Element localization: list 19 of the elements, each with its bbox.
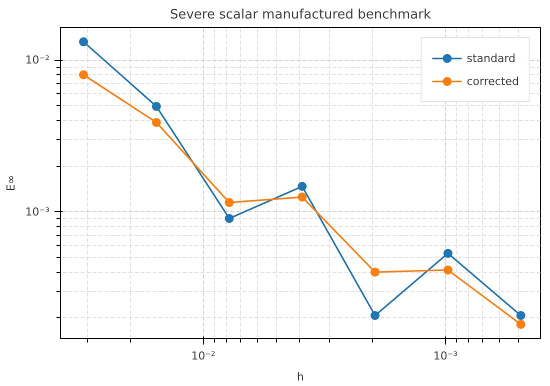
point	[516, 320, 526, 329]
point	[152, 102, 161, 111]
point	[516, 311, 526, 320]
point	[443, 248, 452, 258]
y-axis-title: E∞	[4, 174, 18, 192]
legend-label: standard	[466, 52, 516, 64]
point	[443, 266, 452, 274]
point	[79, 70, 88, 80]
point	[224, 198, 234, 208]
point	[79, 37, 88, 46]
point	[298, 192, 307, 202]
legend-label: corrected	[466, 74, 519, 88]
point	[298, 182, 307, 191]
point	[224, 214, 234, 223]
chart-title: Severe scalar manufactured benchmark	[170, 8, 432, 22]
point	[370, 268, 380, 277]
x-axis-title: h	[297, 370, 304, 384]
point	[370, 311, 380, 320]
point	[152, 118, 161, 127]
